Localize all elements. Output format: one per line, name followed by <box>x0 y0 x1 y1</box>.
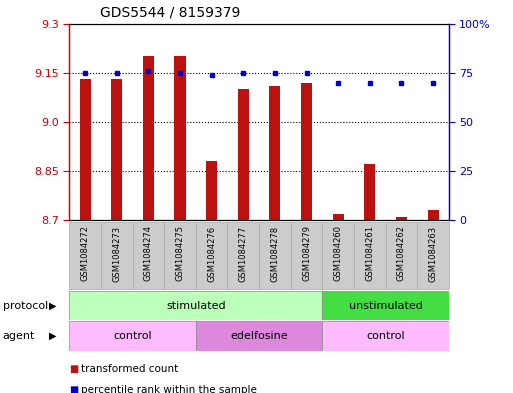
Text: transformed count: transformed count <box>81 364 178 374</box>
Text: ■: ■ <box>69 385 78 393</box>
Bar <box>364 164 376 220</box>
Bar <box>238 89 249 220</box>
Text: GSM1084278: GSM1084278 <box>270 225 280 281</box>
Bar <box>206 161 217 220</box>
Bar <box>143 56 154 220</box>
Text: GSM1084279: GSM1084279 <box>302 225 311 281</box>
Text: GSM1084262: GSM1084262 <box>397 225 406 281</box>
Bar <box>417 222 449 289</box>
Bar <box>80 79 91 220</box>
Text: GSM1084277: GSM1084277 <box>239 225 248 281</box>
Bar <box>69 321 196 351</box>
Bar <box>111 79 122 220</box>
Bar <box>354 222 386 289</box>
Text: agent: agent <box>3 331 35 341</box>
Bar <box>259 222 291 289</box>
Bar <box>164 222 196 289</box>
Bar <box>332 213 344 220</box>
Bar <box>174 56 186 220</box>
Text: ▶: ▶ <box>49 331 56 341</box>
Bar <box>196 222 227 289</box>
Bar <box>69 291 322 320</box>
Bar <box>101 222 132 289</box>
Text: GDS5544 / 8159379: GDS5544 / 8159379 <box>100 6 240 20</box>
Bar <box>427 210 439 220</box>
Text: unstimulated: unstimulated <box>349 301 423 310</box>
Text: ■: ■ <box>69 364 78 374</box>
Bar <box>132 222 164 289</box>
Text: GSM1084260: GSM1084260 <box>333 225 343 281</box>
Bar <box>301 83 312 220</box>
Text: GSM1084275: GSM1084275 <box>175 225 185 281</box>
Text: percentile rank within the sample: percentile rank within the sample <box>81 385 256 393</box>
Bar <box>69 222 101 289</box>
Bar <box>269 86 281 220</box>
Text: GSM1084273: GSM1084273 <box>112 225 121 281</box>
Text: GSM1084276: GSM1084276 <box>207 225 216 281</box>
Bar <box>322 321 449 351</box>
Bar <box>196 321 322 351</box>
Text: GSM1084274: GSM1084274 <box>144 225 153 281</box>
Text: GSM1084263: GSM1084263 <box>428 225 438 281</box>
Text: GSM1084261: GSM1084261 <box>365 225 374 281</box>
Text: protocol: protocol <box>3 301 48 310</box>
Text: ▶: ▶ <box>49 301 56 310</box>
Bar <box>396 217 407 220</box>
Text: control: control <box>113 331 152 341</box>
Bar <box>227 222 259 289</box>
Text: GSM1084272: GSM1084272 <box>81 225 90 281</box>
Bar <box>322 222 354 289</box>
Text: stimulated: stimulated <box>166 301 226 310</box>
Text: edelfosine: edelfosine <box>230 331 288 341</box>
Text: control: control <box>366 331 405 341</box>
Bar <box>291 222 322 289</box>
Bar <box>322 291 449 320</box>
Bar <box>386 222 417 289</box>
